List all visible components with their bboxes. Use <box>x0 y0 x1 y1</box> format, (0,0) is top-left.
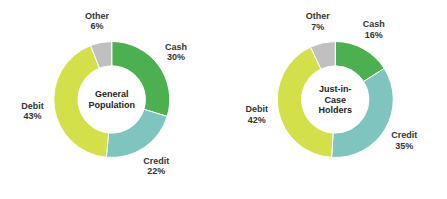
text-line: 42% <box>248 115 266 125</box>
data-label: Credit22% <box>143 156 169 176</box>
data-label: Cash16% <box>363 19 385 39</box>
donut-slice <box>106 109 167 157</box>
text-line: 22% <box>147 166 165 176</box>
text-line: Cash <box>363 19 385 29</box>
text-line: Population <box>89 100 136 110</box>
data-label: Other7% <box>306 11 331 31</box>
text-line: Credit <box>143 156 169 166</box>
donut-panel: Cash16%Credit35%Debit42%Other7%Just-in-C… <box>245 11 417 157</box>
slices <box>277 42 393 158</box>
text-line: 7% <box>311 22 324 32</box>
chart-title: GeneralPopulation <box>89 89 136 109</box>
text-line: Case <box>324 95 346 105</box>
text-line: Other <box>85 11 110 21</box>
data-label: Other6% <box>85 11 110 31</box>
text-line: 30% <box>167 52 185 62</box>
text-line: Just-in- <box>319 84 352 94</box>
text-line: Credit <box>391 130 417 140</box>
text-line: Debit <box>21 101 44 111</box>
donut-slice <box>91 42 112 69</box>
text-line: 43% <box>23 111 41 121</box>
text-line: 6% <box>90 21 103 31</box>
donut-slice <box>311 42 336 70</box>
data-label: Debit42% <box>245 104 268 124</box>
slices <box>54 42 170 158</box>
data-label: Credit35% <box>391 130 417 150</box>
text-line: Holders <box>318 105 352 115</box>
text-line: 16% <box>365 30 383 40</box>
chart-canvas: Cash30%Credit22%Debit43%Other6%GeneralPo… <box>0 0 447 199</box>
text-line: Cash <box>165 42 187 52</box>
chart-title: Just-in-CaseHolders <box>318 84 352 115</box>
text-line: Debit <box>245 104 268 114</box>
text-line: 35% <box>395 141 413 151</box>
text-line: Other <box>306 11 331 21</box>
data-label: Debit43% <box>21 101 44 121</box>
data-label: Cash30% <box>165 42 187 62</box>
donut-panel: Cash30% Credit22% Debit43% Other6% GeneralPo… <box>21 11 187 176</box>
text-line: General <box>95 89 129 99</box>
